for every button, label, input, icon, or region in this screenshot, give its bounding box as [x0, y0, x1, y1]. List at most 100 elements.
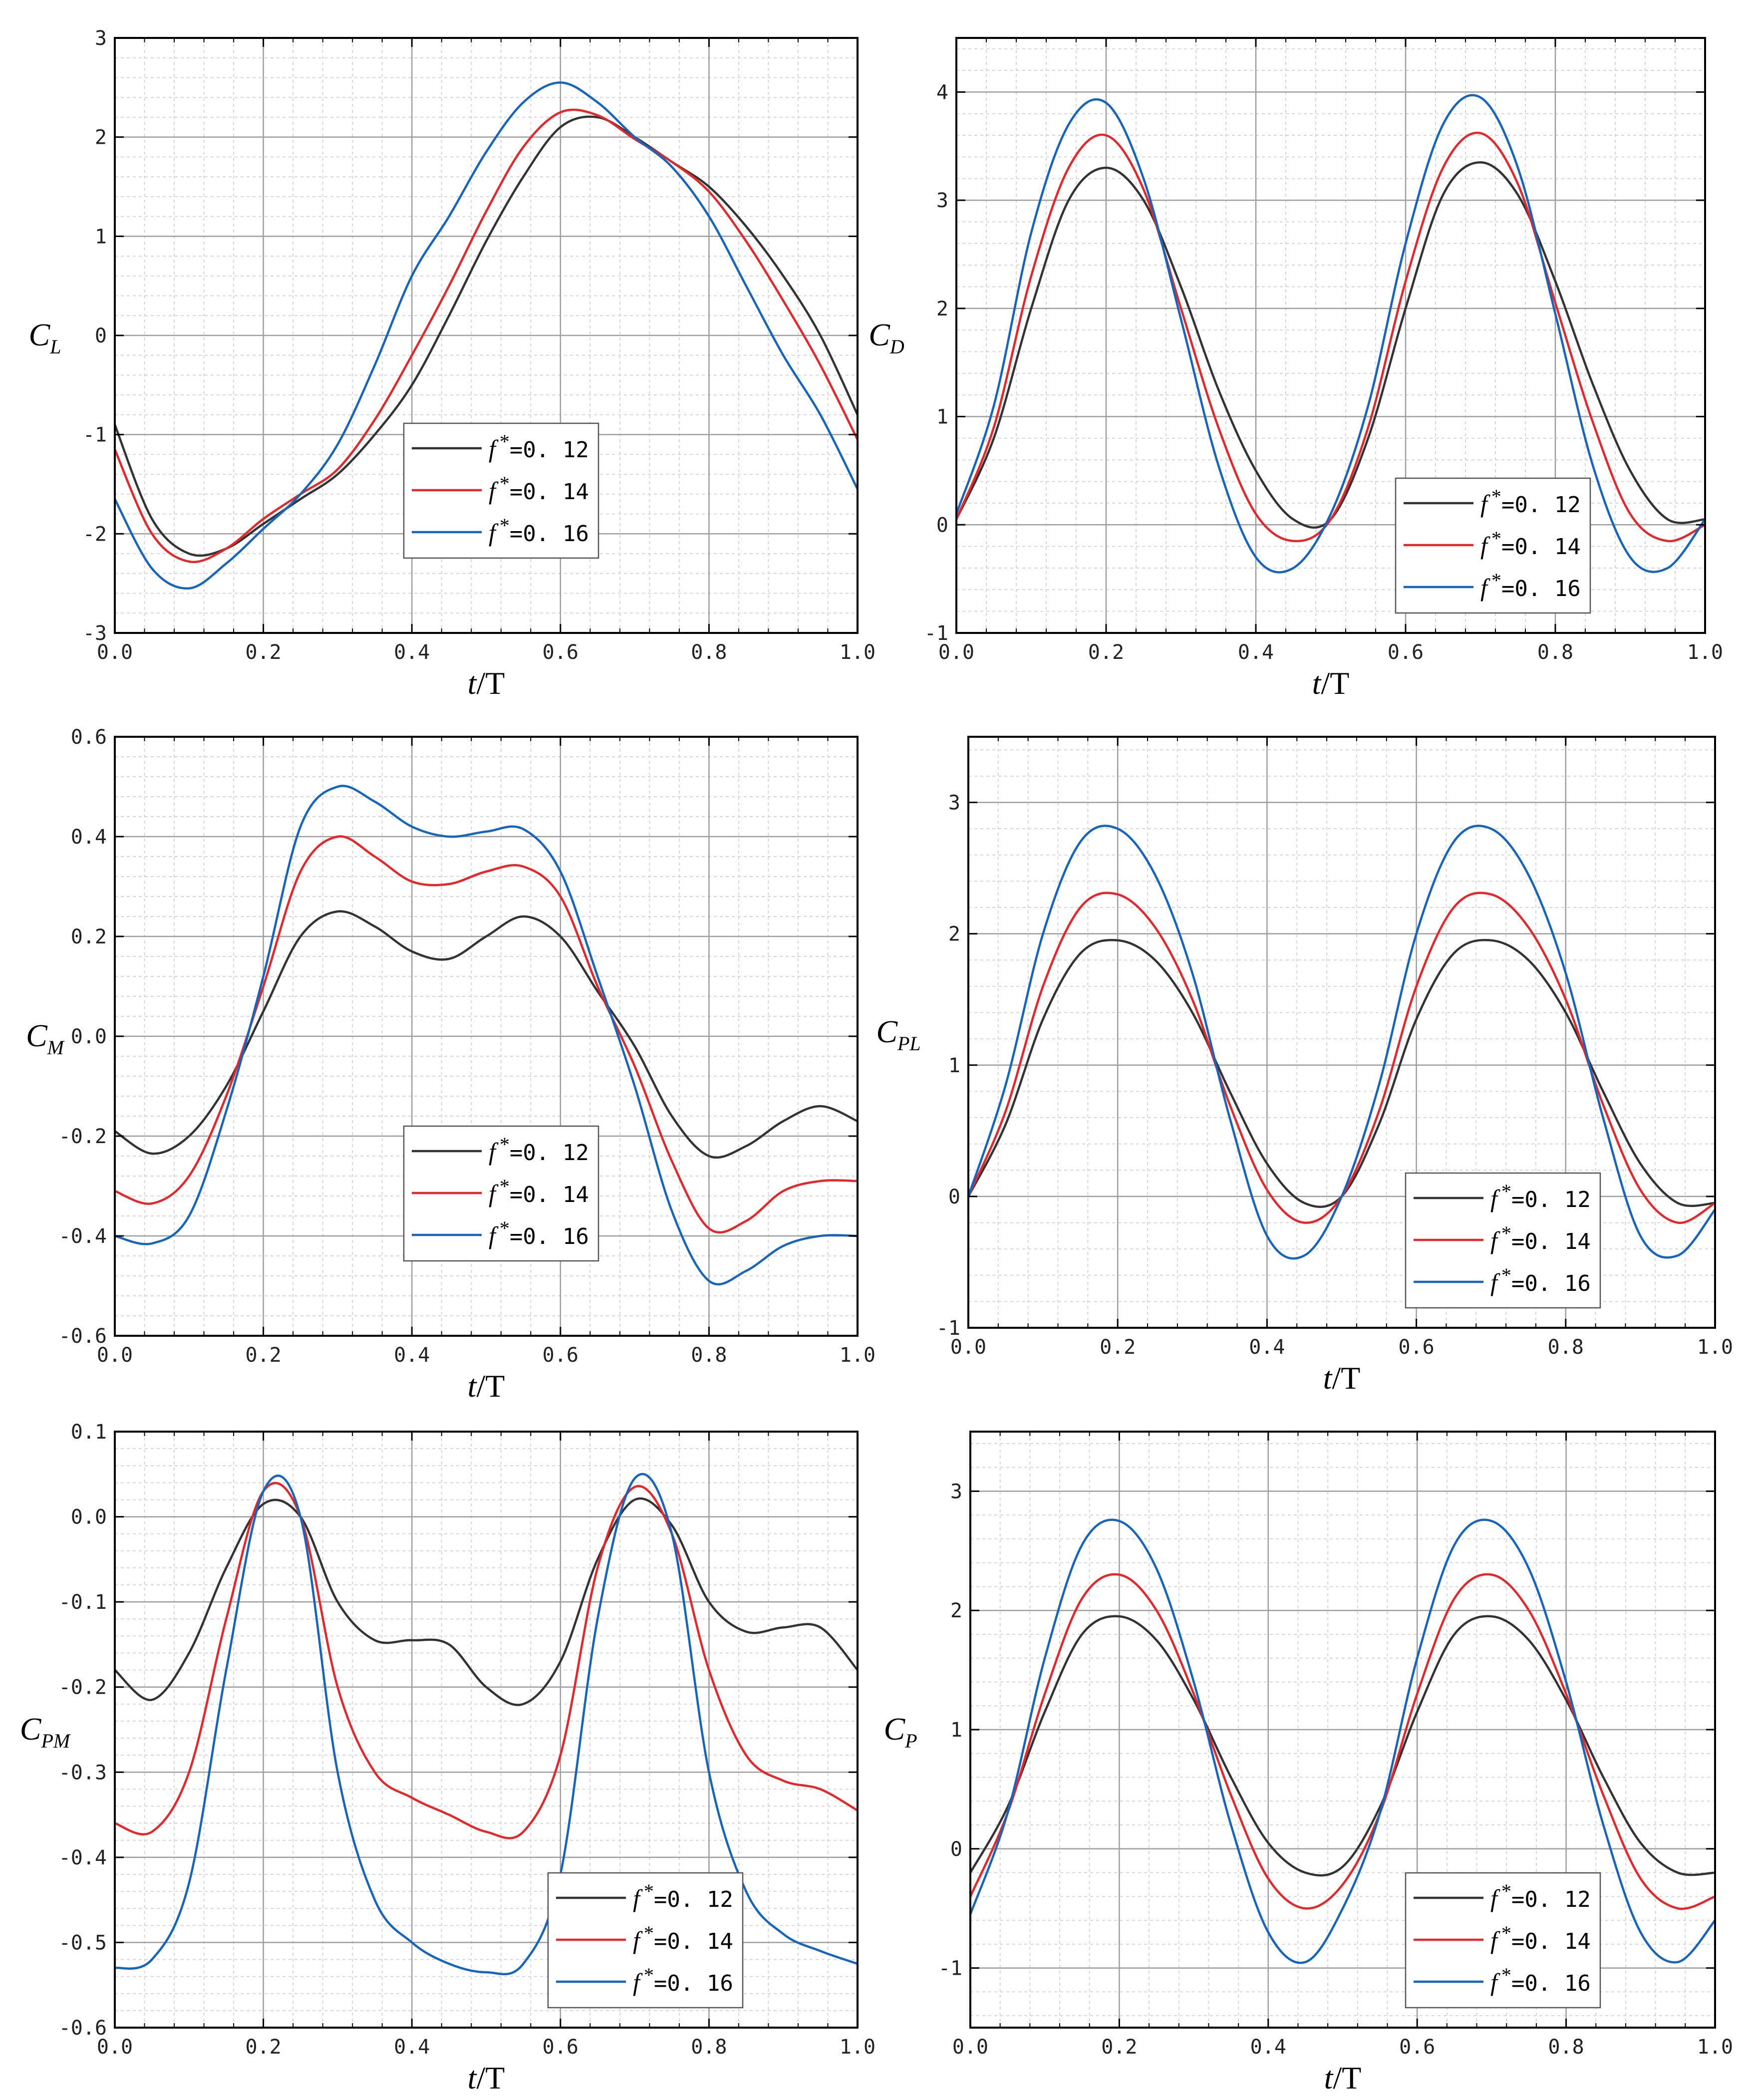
legend-label-1: f *=0. 14	[489, 1175, 589, 1207]
series-line-1	[113, 108, 859, 564]
legend-label-2: f *=0. 16	[1490, 1964, 1591, 1996]
series-line-1	[114, 835, 858, 1234]
legend-label-0: f *=0. 12	[1480, 485, 1581, 518]
legend-label-star: *	[500, 472, 510, 495]
x-tick-label: 0.0	[938, 641, 974, 664]
y-tick-label: 3	[936, 189, 948, 212]
y-tick-label: 2	[936, 298, 948, 320]
series-lines	[955, 94, 1706, 574]
x-axis-title-rest: /T	[476, 665, 505, 701]
y-tick-label: 1	[95, 225, 107, 248]
x-tick-label: 0.6	[543, 1344, 579, 1367]
x-axis-title-rest: /T	[1321, 665, 1349, 701]
series-lines	[114, 785, 858, 1285]
series-line-1	[114, 1482, 859, 1839]
x-tick-label: 0.2	[1101, 2036, 1137, 2059]
x-axis-title: t/T	[1312, 665, 1350, 701]
y-axis-title-sub: PL	[897, 1032, 921, 1055]
y-tick-label: 1	[948, 1054, 960, 1077]
y-tick-label: 2	[95, 126, 107, 149]
legend: f *=0. 12f *=0. 14f *=0. 16	[1405, 1172, 1601, 1309]
x-tick-label: 0.8	[691, 641, 727, 664]
major-grid	[969, 1432, 1716, 2028]
plot-frame	[967, 736, 1716, 1329]
series-lines	[114, 1473, 859, 1976]
legend: f *=0. 12f *=0. 14f *=0. 16	[547, 1872, 744, 2009]
x-axis-title-var: t	[1324, 2060, 1334, 2096]
legend-label-value: =0. 14	[510, 479, 589, 505]
minor-grid	[114, 38, 858, 633]
x-tick-label: 0.4	[1249, 1336, 1285, 1359]
series-line-2	[969, 1518, 1716, 1964]
minor-grid	[968, 737, 1716, 1328]
legend-label-value: =0. 14	[1511, 1229, 1591, 1254]
legend-label-value: =0. 12	[1511, 1187, 1591, 1212]
x-tick-label: 0.2	[1088, 641, 1124, 664]
x-axis-title-var: t	[468, 665, 478, 701]
y-tick-label: -0.4	[59, 1225, 107, 1248]
x-axis-title-var: t	[1323, 1360, 1333, 1396]
x-tick-label: 1.0	[1697, 1336, 1733, 1359]
y-tick-label: -0.3	[59, 1761, 107, 1784]
chart-panel-cm: 0.0 0.2 0.4 0.6 0.8 1.0 -0.6 -0.4 -0.2 0.0 0.2 0.4 0…	[26, 726, 875, 1404]
x-axis-title-rest: /T	[1332, 1360, 1360, 1396]
major-grid	[967, 737, 1716, 1329]
y-axis-title-main: C	[26, 1018, 48, 1053]
x-axis-title: t/T	[1324, 2060, 1362, 2096]
x-tick-label: 0.4	[1238, 641, 1274, 664]
legend-label-star: *	[1501, 1922, 1511, 1944]
legend-label-value: =0. 12	[654, 1887, 733, 1912]
y-tick-label: 1	[950, 1719, 962, 1742]
x-tick-label: 0.6	[1388, 641, 1424, 664]
y-tick-label: 3	[950, 1480, 962, 1503]
legend: f *=0. 12f *=0. 14f *=0. 16	[403, 1125, 599, 1262]
y-tick-label: 4	[936, 81, 948, 104]
series-lines	[967, 825, 1716, 1260]
x-tick-label: 0.8	[1548, 1336, 1584, 1359]
series-line-1	[955, 131, 1706, 543]
series-lines	[113, 81, 859, 590]
legend-label-star: *	[644, 1964, 654, 1986]
series-line-1	[967, 892, 1716, 1224]
x-tick-label: 0.0	[97, 641, 133, 664]
y-axis-title: CD	[869, 317, 904, 358]
y-tick-label: -1	[936, 1317, 960, 1340]
y-axis-title: CPL	[876, 1014, 920, 1055]
legend-label-0: f *=0. 12	[633, 1880, 733, 1912]
chart-panel-cpm: 0.0 0.2 0.4 0.6 0.8 1.0 -0.6 -0.5 -0.4 -0.3 -0.2 -0…	[20, 1421, 875, 2096]
legend-label-star: *	[500, 1217, 510, 1239]
x-tick-label: 0.8	[1537, 641, 1573, 664]
y-axis-title-main: C	[876, 1014, 898, 1049]
series-line-0	[113, 115, 859, 557]
x-tick-label: 0.6	[1398, 1336, 1434, 1359]
y-tick-label: -0.6	[59, 1325, 107, 1348]
plot-frame	[114, 1431, 859, 2029]
legend-label-value: =0. 12	[510, 1140, 589, 1166]
x-axis-title-var: t	[468, 1368, 478, 1404]
legend-label-value: =0. 16	[654, 1971, 733, 1996]
legend-label-value: =0. 16	[510, 1224, 589, 1249]
x-tick-label: 0.6	[543, 641, 579, 664]
legend-label-value: =0. 14	[654, 1929, 733, 1954]
x-tick-label: 0.4	[394, 2036, 430, 2059]
y-tick-label: 0.2	[71, 925, 107, 948]
legend-label-value: =0. 12	[1501, 492, 1581, 518]
legend-label-star: *	[1491, 569, 1501, 592]
legend-label-star: *	[1501, 1880, 1511, 1902]
y-tick-label: 0	[948, 1186, 960, 1208]
x-tick-label: 1.0	[840, 1344, 875, 1367]
x-tick-label: 0.4	[394, 641, 430, 664]
major-grid	[955, 38, 1706, 634]
y-tick-label: -2	[83, 523, 107, 546]
tick-marks	[967, 737, 1716, 1329]
legend-label-star: *	[1491, 527, 1501, 550]
legend-label-value: =0. 14	[1511, 1929, 1591, 1954]
y-tick-label: 3	[95, 27, 107, 50]
y-tick-label: 0	[950, 1838, 962, 1861]
y-tick-label: -1	[938, 1957, 962, 1980]
legend-label-star: *	[500, 1133, 510, 1156]
y-tick-label: 0.6	[71, 726, 107, 749]
